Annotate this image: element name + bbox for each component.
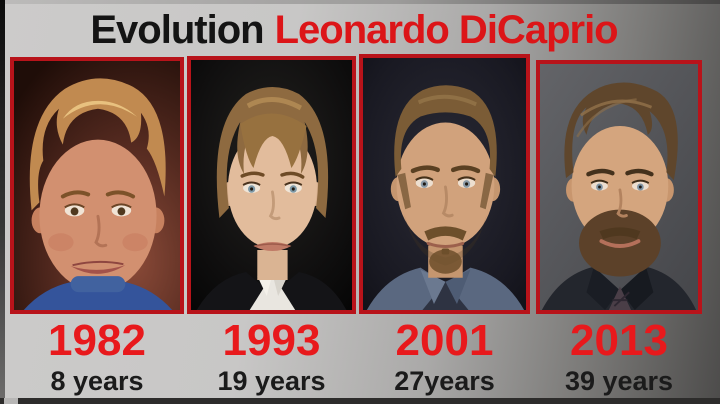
photo-card-1982: [10, 57, 184, 314]
man-goatee-figure: [366, 85, 525, 310]
bottom-edge-notch: [4, 398, 18, 404]
photo-card-2013: [536, 60, 702, 314]
top-edge-strip: [0, 0, 720, 4]
year-label: 2001: [395, 316, 494, 365]
age-label: 27years: [394, 365, 495, 396]
title-word-evolution: Evolution: [90, 8, 264, 52]
portrait-age-27: [363, 58, 526, 310]
year-label: 1982: [48, 316, 146, 365]
teen-figure: [196, 87, 347, 310]
left-edge-strip: [0, 0, 5, 404]
portrait-age-19: [191, 60, 352, 310]
age-label: 19 years: [217, 365, 326, 396]
photo-card-2001: [359, 54, 530, 314]
bottom-edge-strip: [0, 398, 720, 404]
page-title: Evolution Leonardo DiCaprio: [0, 6, 714, 54]
label-column-2001: 2001 27years: [359, 316, 530, 397]
year-label: 1993: [222, 316, 321, 365]
title-name-leonardo-dicaprio: Leonardo DiCaprio: [274, 8, 619, 52]
label-column-1993: 1993 19 years: [187, 316, 356, 397]
portrait-age-39: [540, 64, 698, 310]
year-label: 2013: [570, 316, 668, 365]
boy-figure: [23, 78, 173, 310]
photo-card-1993: [187, 56, 356, 314]
age-label: 8 years: [50, 365, 144, 396]
label-column-1982: 1982 8 years: [10, 316, 184, 397]
man-beard-figure: [541, 82, 697, 310]
age-label: 39 years: [564, 365, 674, 396]
label-column-2013: 2013 39 years: [536, 316, 702, 397]
portrait-age-8: [14, 61, 180, 310]
